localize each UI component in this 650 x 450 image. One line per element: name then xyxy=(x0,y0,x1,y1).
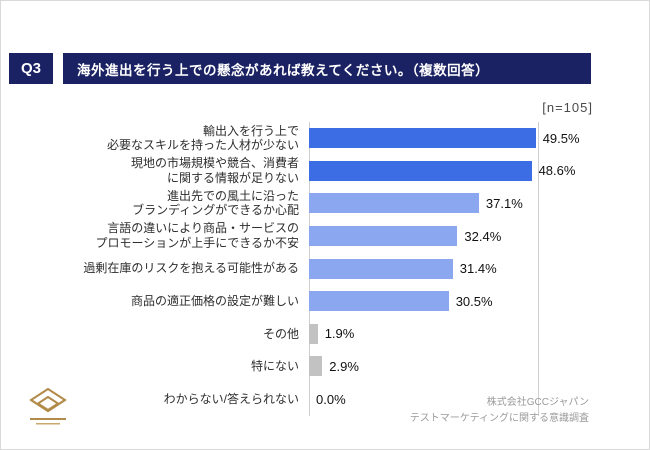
category-label: 過剰在庫のリスクを抱える可能性がある xyxy=(83,261,299,276)
bar-track: 49.5% xyxy=(309,122,609,155)
chart-title: 海外進出を行う上での懸念があれば教えてください。（複数回答） xyxy=(63,53,591,84)
bar xyxy=(309,291,449,312)
chart-row: 商品の適正価格の設定が難しい 30.5% xyxy=(9,285,609,318)
chart-header: Q3 海外進出を行う上での懸念があれば教えてください。（複数回答） xyxy=(9,53,591,84)
bar-track: 0.0% xyxy=(309,383,609,416)
bar xyxy=(309,323,318,344)
category-label: 輸出入を行う上で 必要なスキルを持った人材が少ない xyxy=(106,123,299,153)
category-label: 特にない xyxy=(250,359,299,374)
value-label: 49.5% xyxy=(542,130,580,146)
value-label: 32.4% xyxy=(464,228,502,244)
bar xyxy=(309,258,453,279)
bar xyxy=(309,356,323,377)
value-label: 30.5% xyxy=(455,293,493,309)
category-label: 商品の適正価格の設定が難しい xyxy=(130,293,299,308)
value-label: 2.9% xyxy=(329,358,359,374)
bar xyxy=(309,128,536,149)
chart-row: 過剰在庫のリスクを抱える可能性がある 31.4% xyxy=(9,252,609,285)
bar xyxy=(309,160,532,181)
bar xyxy=(309,226,458,247)
question-number-badge: Q3 xyxy=(9,53,53,84)
bar-track: 31.4% xyxy=(309,252,609,285)
chart-row: わからない/答えられない 0.0% xyxy=(9,383,609,416)
chart-row: 進出先での風土に沿った ブランディングができるか心配 37.1% xyxy=(9,187,609,220)
category-label: 進出先での風土に沿った ブランディングができるか心配 xyxy=(132,188,299,218)
value-label: 37.1% xyxy=(485,195,523,211)
value-label: 1.9% xyxy=(324,326,355,342)
sample-size-label: [n=105] xyxy=(542,100,593,115)
value-label: 48.6% xyxy=(538,163,576,179)
chart-row: 現地の市場規模や競合、消費者 に関する情報が足りない 48.6% xyxy=(9,155,609,188)
category-label: 言語の違いにより商品・サービスの プロモーションが上手にできるか不安 xyxy=(95,221,299,251)
horizontal-bar-chart: 輸出入を行う上で 必要なスキルを持った人材が少ない 49.5% 現地の市場規模や競合… xyxy=(9,122,609,416)
source-survey-name: テストマーケティングに関する意識調査 xyxy=(409,413,589,424)
source-note: 株式会社GCCジャパン テストマーケティングに関する意識調査 xyxy=(410,395,589,427)
chart-row: 特にない 2.9% xyxy=(9,350,609,383)
gcc-logo-icon xyxy=(27,386,69,433)
category-label: わからない/答えられない xyxy=(163,391,299,406)
chart-row: 輸出入を行う上で 必要なスキルを持った人材が少ない 49.5% xyxy=(9,122,609,155)
bar-track: 2.9% xyxy=(309,350,609,383)
value-label: 0.0% xyxy=(316,391,346,407)
bar-track: 1.9% xyxy=(309,318,609,351)
bar-track: 32.4% xyxy=(309,220,609,253)
bar-track: 48.6% xyxy=(309,155,609,188)
gridline-50pct xyxy=(538,122,539,416)
category-label: その他 xyxy=(262,326,299,341)
chart-rows: 輸出入を行う上で 必要なスキルを持った人材が少ない 49.5% 現地の市場規模や競合… xyxy=(9,122,609,415)
category-label: 現地の市場規模や競合、消費者 に関する情報が足りない xyxy=(130,156,299,185)
bar xyxy=(309,193,479,214)
chart-row: その他 1.9% xyxy=(9,318,609,351)
bar-track: 30.5% xyxy=(309,285,609,318)
value-label: 31.4% xyxy=(459,261,497,277)
source-company: 株式会社GCCジャパン xyxy=(486,397,589,408)
bar-track: 37.1% xyxy=(309,187,609,220)
chart-row: 言語の違いにより商品・サービスの プロモーションが上手にできるか不安 32.4% xyxy=(9,220,609,253)
